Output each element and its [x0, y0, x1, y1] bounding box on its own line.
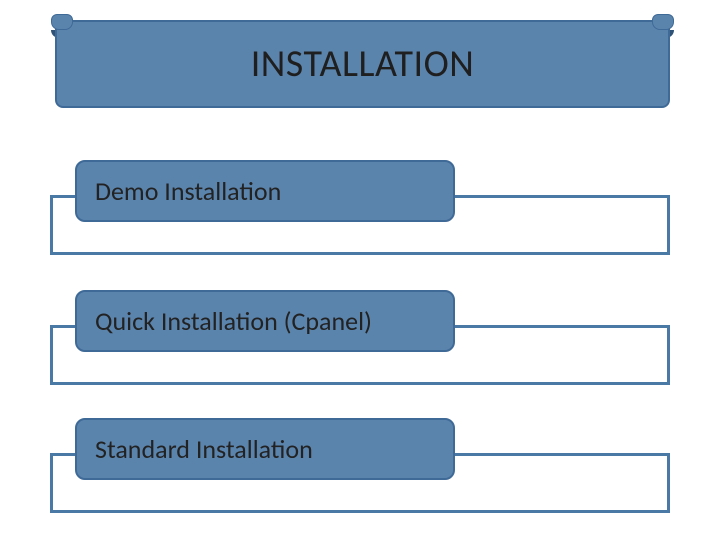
- list-item: Standard Installation: [50, 418, 670, 513]
- item-pill: Demo Installation: [75, 160, 455, 222]
- item-pill: Quick Installation (Cpanel): [75, 290, 455, 352]
- item-label: Standard Installation: [95, 433, 313, 465]
- list-item: Demo Installation: [50, 160, 670, 255]
- item-label: Quick Installation (Cpanel): [95, 305, 372, 337]
- list-item: Quick Installation (Cpanel): [50, 290, 670, 385]
- title-banner: INSTALLATION: [55, 20, 670, 108]
- title-text: INSTALLATION: [55, 20, 670, 108]
- item-label: Demo Installation: [95, 175, 281, 207]
- slide: INSTALLATION Demo Installation Quick Ins…: [0, 0, 720, 540]
- item-pill: Standard Installation: [75, 418, 455, 480]
